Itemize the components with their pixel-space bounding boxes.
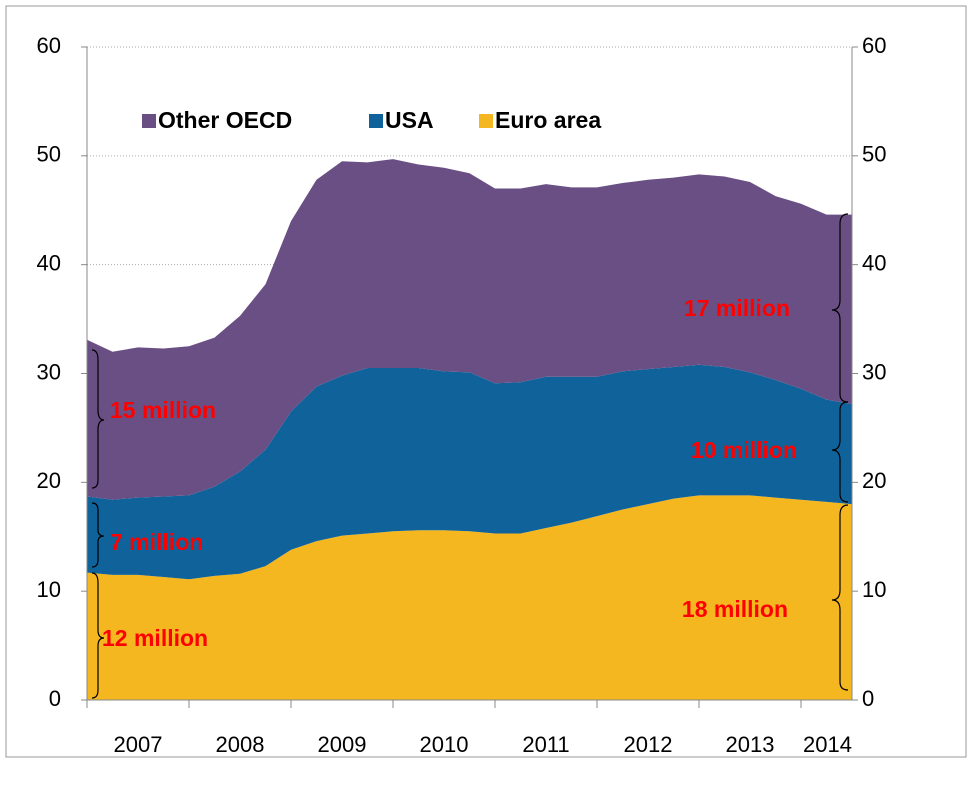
- y-tick-label: 0: [49, 686, 61, 711]
- brace: [91, 502, 105, 568]
- y2-tick-label: 30: [862, 359, 886, 384]
- y-tick-label: 30: [37, 359, 61, 384]
- y2-tick-label: 10: [862, 577, 886, 602]
- area: [87, 495, 852, 700]
- x-tick-label: 2013: [726, 732, 775, 757]
- y-tick-label: 20: [37, 468, 61, 493]
- x-tick-label: 2014: [803, 732, 852, 757]
- legend-label: Other OECD: [158, 107, 292, 133]
- annotation: 7 million: [110, 529, 203, 555]
- legend-swatch: [479, 114, 493, 128]
- legend-label: USA: [385, 107, 434, 133]
- annotation: 18 million: [682, 596, 788, 622]
- legend-swatch: [369, 114, 383, 128]
- x-tick-label: 2008: [216, 732, 265, 757]
- brace: [831, 213, 849, 403]
- brace: [831, 504, 849, 691]
- x-tick-label: 2007: [114, 732, 163, 757]
- y-tick-label: 50: [37, 142, 61, 167]
- brace: [831, 401, 849, 503]
- y2-tick-label: 20: [862, 468, 886, 493]
- area: [87, 364, 852, 580]
- annotation: 17 million: [684, 295, 790, 321]
- brace: [91, 349, 105, 489]
- x-tick-label: 2010: [420, 732, 469, 757]
- x-tick-label: 2012: [624, 732, 673, 757]
- annotation: 12 million: [102, 625, 208, 651]
- x-tick-label: 2009: [318, 732, 367, 757]
- y2-tick-label: 50: [862, 142, 886, 167]
- y-tick-label: 10: [37, 577, 61, 602]
- annotation: 15 million: [110, 397, 216, 423]
- y2-tick-label: 60: [862, 33, 886, 58]
- brace: [91, 572, 105, 699]
- y-tick-label: 40: [37, 250, 61, 275]
- annotation: 10 million: [691, 437, 797, 463]
- area: [87, 159, 852, 500]
- y2-tick-label: 0: [862, 686, 874, 711]
- x-tick-label: 2011: [522, 732, 569, 757]
- legend-swatch: [142, 114, 156, 128]
- plot: [87, 46, 852, 700]
- y-tick-label: 60: [37, 33, 61, 58]
- y2-tick-label: 40: [862, 250, 886, 275]
- annotations: 15 million 7 million 12 million 17 milli…: [91, 213, 849, 699]
- legend-label: Euro area: [495, 107, 601, 133]
